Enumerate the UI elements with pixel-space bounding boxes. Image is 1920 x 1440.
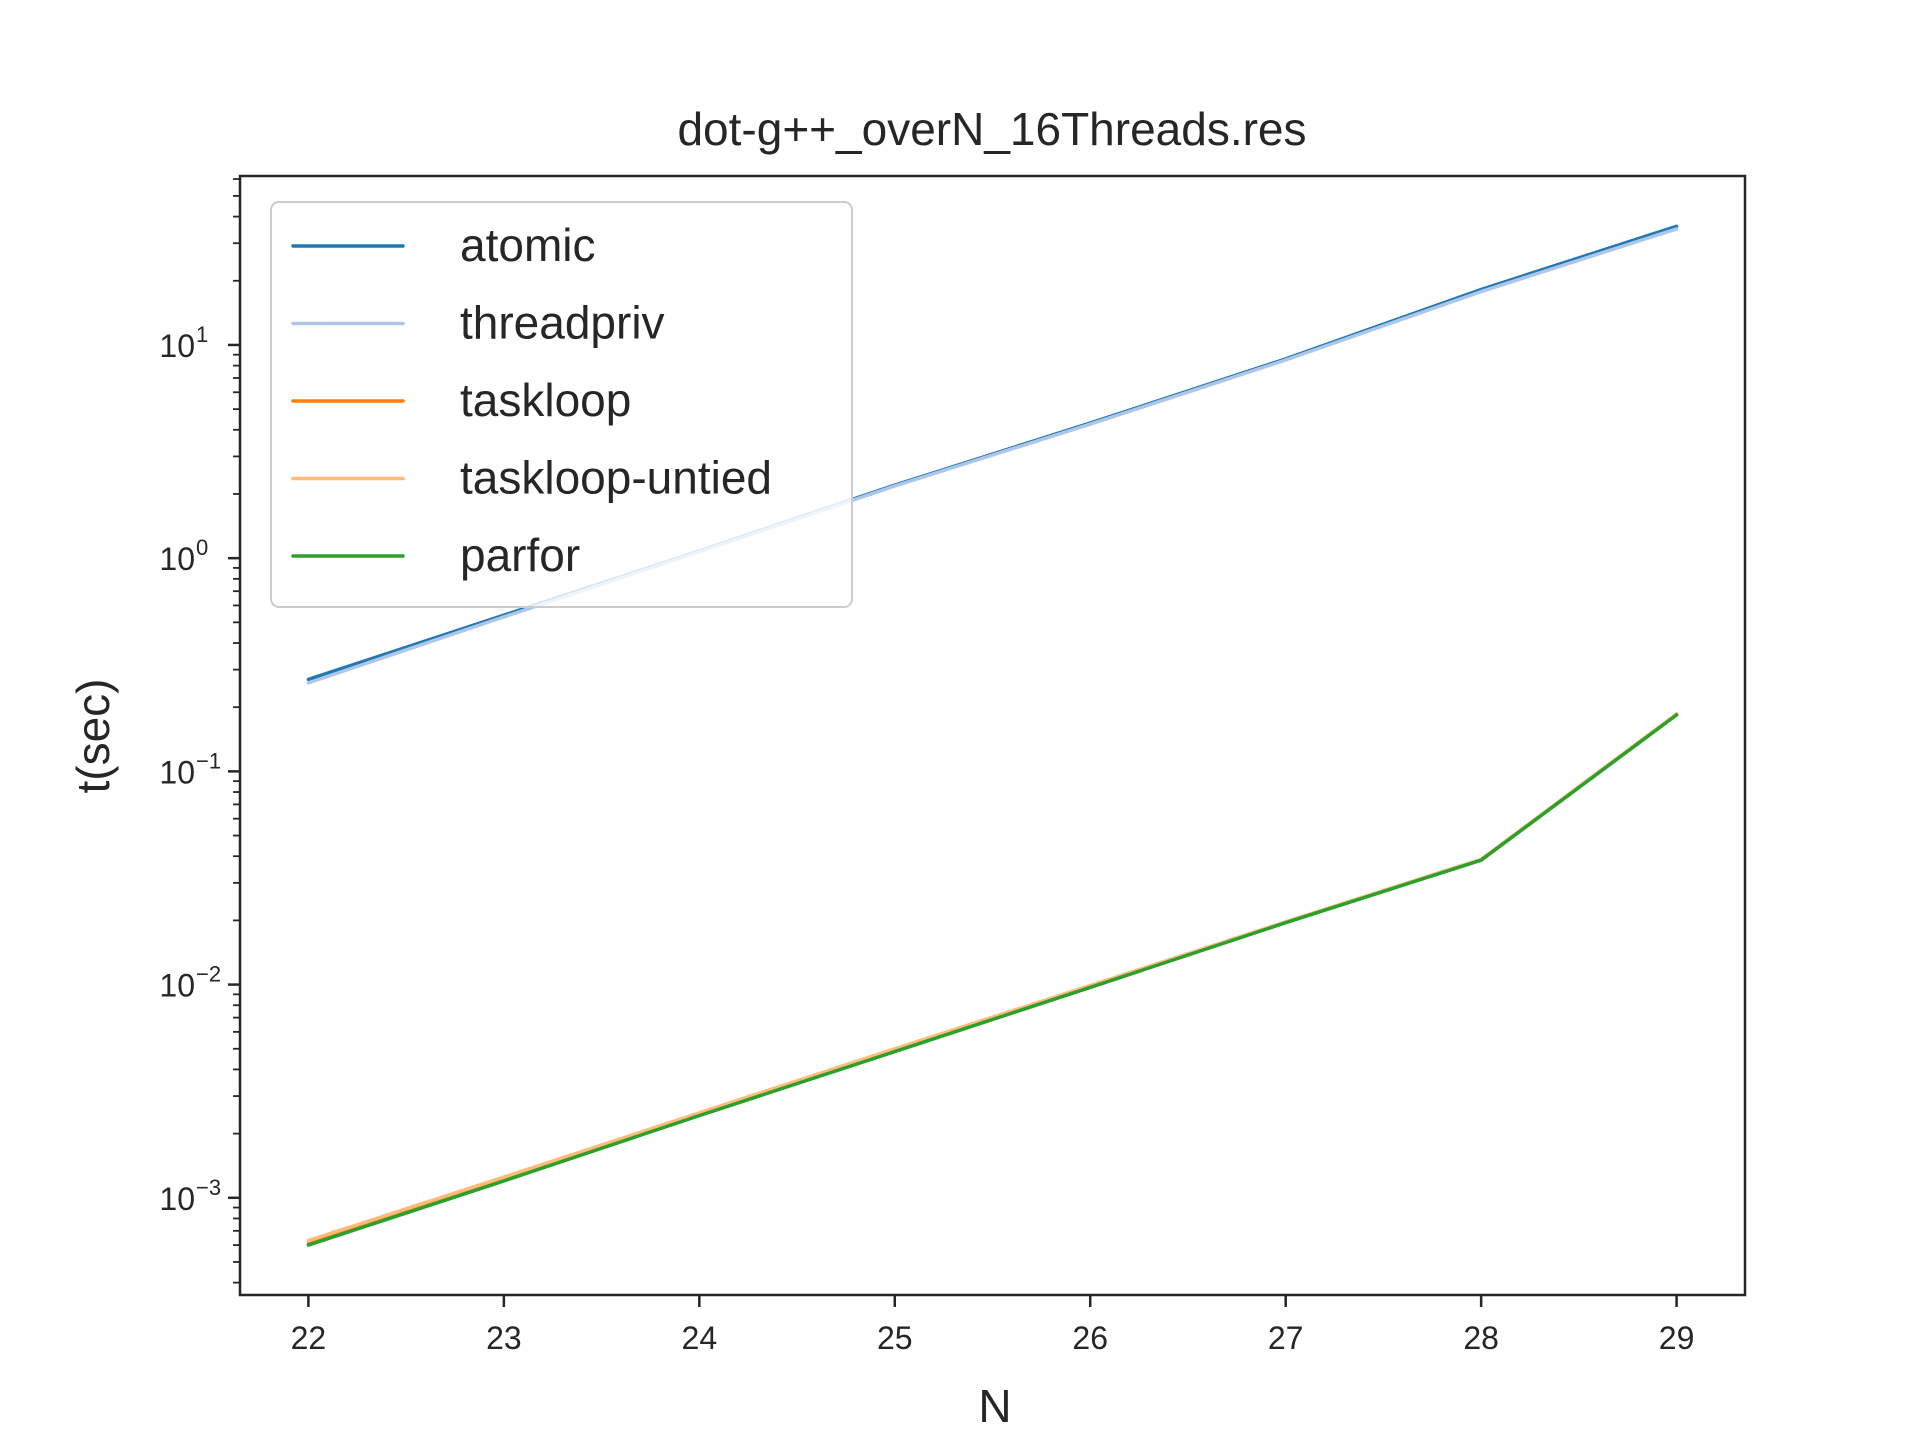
y-tick-label: 10 <box>159 968 195 1004</box>
legend-label: threadpriv <box>460 297 665 349</box>
x-tick-label: 28 <box>1463 1320 1499 1356</box>
y-tick-label: 10 <box>159 754 195 790</box>
x-tick-label: 22 <box>291 1320 327 1356</box>
y-tick-exponent: −1 <box>196 748 221 773</box>
y-tick-base: 10 <box>159 328 195 364</box>
y-tick-base: 10 <box>159 968 195 1004</box>
legend-label: taskloop <box>460 374 631 426</box>
y-tick-exponent: −2 <box>196 962 221 987</box>
x-axis-label: N <box>978 1380 1011 1432</box>
legend-label: atomic <box>460 219 595 271</box>
legend-box <box>270 201 853 608</box>
legend-label: parfor <box>460 529 580 581</box>
y-axis-label: t(sec) <box>67 679 119 794</box>
y-tick-exponent: 0 <box>196 535 208 560</box>
x-tick-label: 26 <box>1072 1320 1108 1356</box>
x-tick-label: 25 <box>877 1320 913 1356</box>
x-tick-label: 23 <box>486 1320 522 1356</box>
legend-label: taskloop-untied <box>460 452 772 504</box>
y-tick-exponent: 1 <box>196 322 208 347</box>
legend: atomic threadpriv taskloop taskloop-untied p… <box>270 201 853 608</box>
y-tick-label: 10 <box>159 541 195 577</box>
y-tick-base: 10 <box>159 1181 195 1217</box>
x-tick-label: 27 <box>1268 1320 1304 1356</box>
y-tick-label: 10 <box>159 1181 195 1217</box>
x-axis: 22 23 24 25 26 27 28 29 <box>291 1295 1695 1356</box>
x-tick-label: 24 <box>682 1320 718 1356</box>
y-tick-exponent: −3 <box>196 1175 221 1200</box>
y-tick-label: 10 <box>159 328 195 364</box>
plot-frame <box>238 174 1747 1297</box>
x-tick-label: 29 <box>1659 1320 1695 1356</box>
y-tick-base: 10 <box>159 754 195 790</box>
y-tick-base: 10 <box>159 541 195 577</box>
chart-title: dot-g++_overN_16Threads.res <box>677 103 1306 155</box>
series-line-parfor <box>306 713 1679 1247</box>
